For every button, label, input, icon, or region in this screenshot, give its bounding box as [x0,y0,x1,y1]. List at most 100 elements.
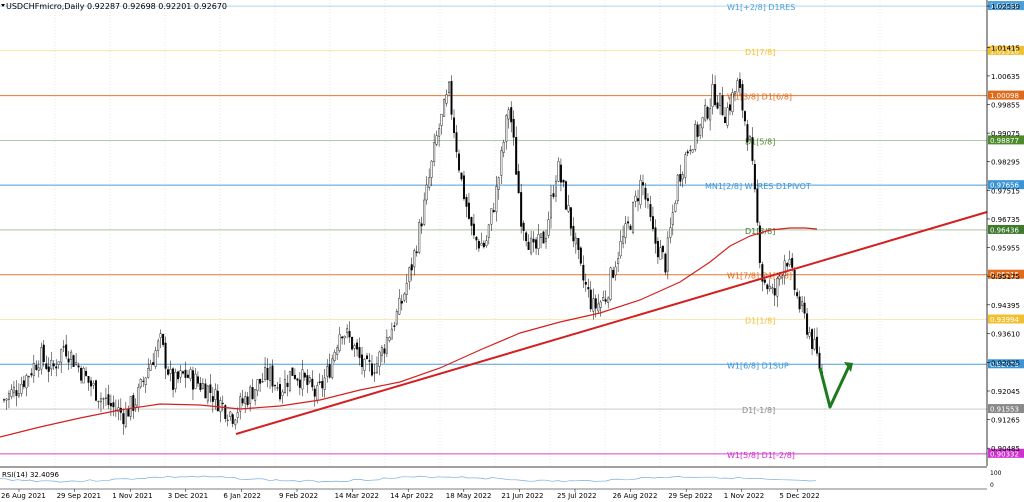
candle-body [189,369,192,379]
candle-body [549,195,552,219]
candle-body [572,225,575,242]
collapse-triangle-icon[interactable] [1,4,5,7]
candle-body [689,149,692,151]
candle-body [808,332,811,337]
candle-body [94,380,97,401]
candle-body [124,409,127,427]
candle-body [599,301,602,308]
candle-body [12,386,15,393]
time-tick-label: 3 Dec 2021 [168,492,208,500]
candle-body [196,376,199,384]
candle-body [806,313,809,335]
time-tick-label: 1 Nov 2022 [724,492,764,500]
candle-body [684,154,687,178]
candle-body [709,108,712,121]
candle-body [278,384,281,400]
candle-body [450,81,453,115]
candle-body [308,377,311,383]
candle-body [184,369,187,378]
candle-body [234,419,237,426]
candle-body [226,419,229,421]
candle-body [786,263,789,267]
candle-body [644,187,647,200]
candle-body [229,411,232,417]
candle-body [323,377,326,390]
candle-body [375,363,378,374]
time-tick-label: 26 Aug 2021 [1,492,46,500]
level-price-tag [988,224,1024,234]
candle-body [182,371,185,374]
candle-body [639,179,642,205]
candle-body [604,299,607,302]
candle-body [569,207,572,229]
candle-body [67,358,70,363]
candle-body [696,124,699,137]
candle-body [269,367,272,381]
candle-body [714,84,717,105]
candle-body [758,225,761,263]
candle-body [525,232,528,242]
candle-body [532,238,535,243]
candle-body [562,179,565,183]
candle-body [679,174,682,182]
candle-body [37,367,40,371]
time-tick-label: 25 Jul 2022 [557,492,597,500]
candle-body [559,164,562,183]
candle-body [781,275,784,278]
candle-body [286,382,289,387]
level-price-tag [988,135,1024,145]
candle-body [20,383,23,394]
candle-body [65,344,68,357]
candle-body [249,386,252,404]
candle-body [395,311,398,325]
candle-body [112,402,115,408]
candle-body [283,379,286,393]
candle-body [641,182,644,186]
candle-body [512,118,515,138]
candle-body [783,260,786,276]
candle-body [104,397,107,399]
candle-body [410,264,413,271]
candle-body [80,367,83,381]
candle-body [179,370,182,378]
level-price-tag [988,45,1024,55]
price-tick-label: 1.01415 [991,44,1020,52]
candle-body [219,400,222,413]
candle-body [149,363,152,371]
candle-body [169,369,172,374]
candle-body [530,237,533,254]
candle-body [552,193,555,197]
candle-body [380,347,383,356]
candle-body [617,258,620,264]
candle-body [751,137,754,161]
candle-body [438,128,441,137]
level-label: W1[3/8] D1[6/8] [727,93,792,102]
candle-body [191,370,194,390]
candle-body [174,372,177,390]
level-price-tag-label: 0.90332 [990,450,1019,458]
candle-body [353,345,356,349]
moving-average-line [0,227,818,438]
candle-body [254,389,257,401]
candle-body [303,372,306,378]
price-tick-label: 0.92825 [991,359,1020,367]
candle-body [274,385,277,387]
candle-body [348,331,351,338]
candle-body [433,142,436,162]
overlays-layer [0,211,988,438]
candle-body [204,383,207,399]
candle-body [554,180,557,197]
candle-body [201,383,204,389]
candle-body [97,400,100,403]
level-price-tag [988,314,1024,324]
candle-body [738,79,741,88]
candle-body [646,198,649,202]
rsi-scale-bottom: 0 [990,482,994,489]
candle-body [445,94,448,104]
candle-body [796,292,799,297]
candle-body [811,329,814,349]
candle-body [152,362,155,366]
time-tick-label: 14 Mar 2022 [335,492,379,500]
candle-body [167,369,170,375]
candle-body [510,107,513,123]
